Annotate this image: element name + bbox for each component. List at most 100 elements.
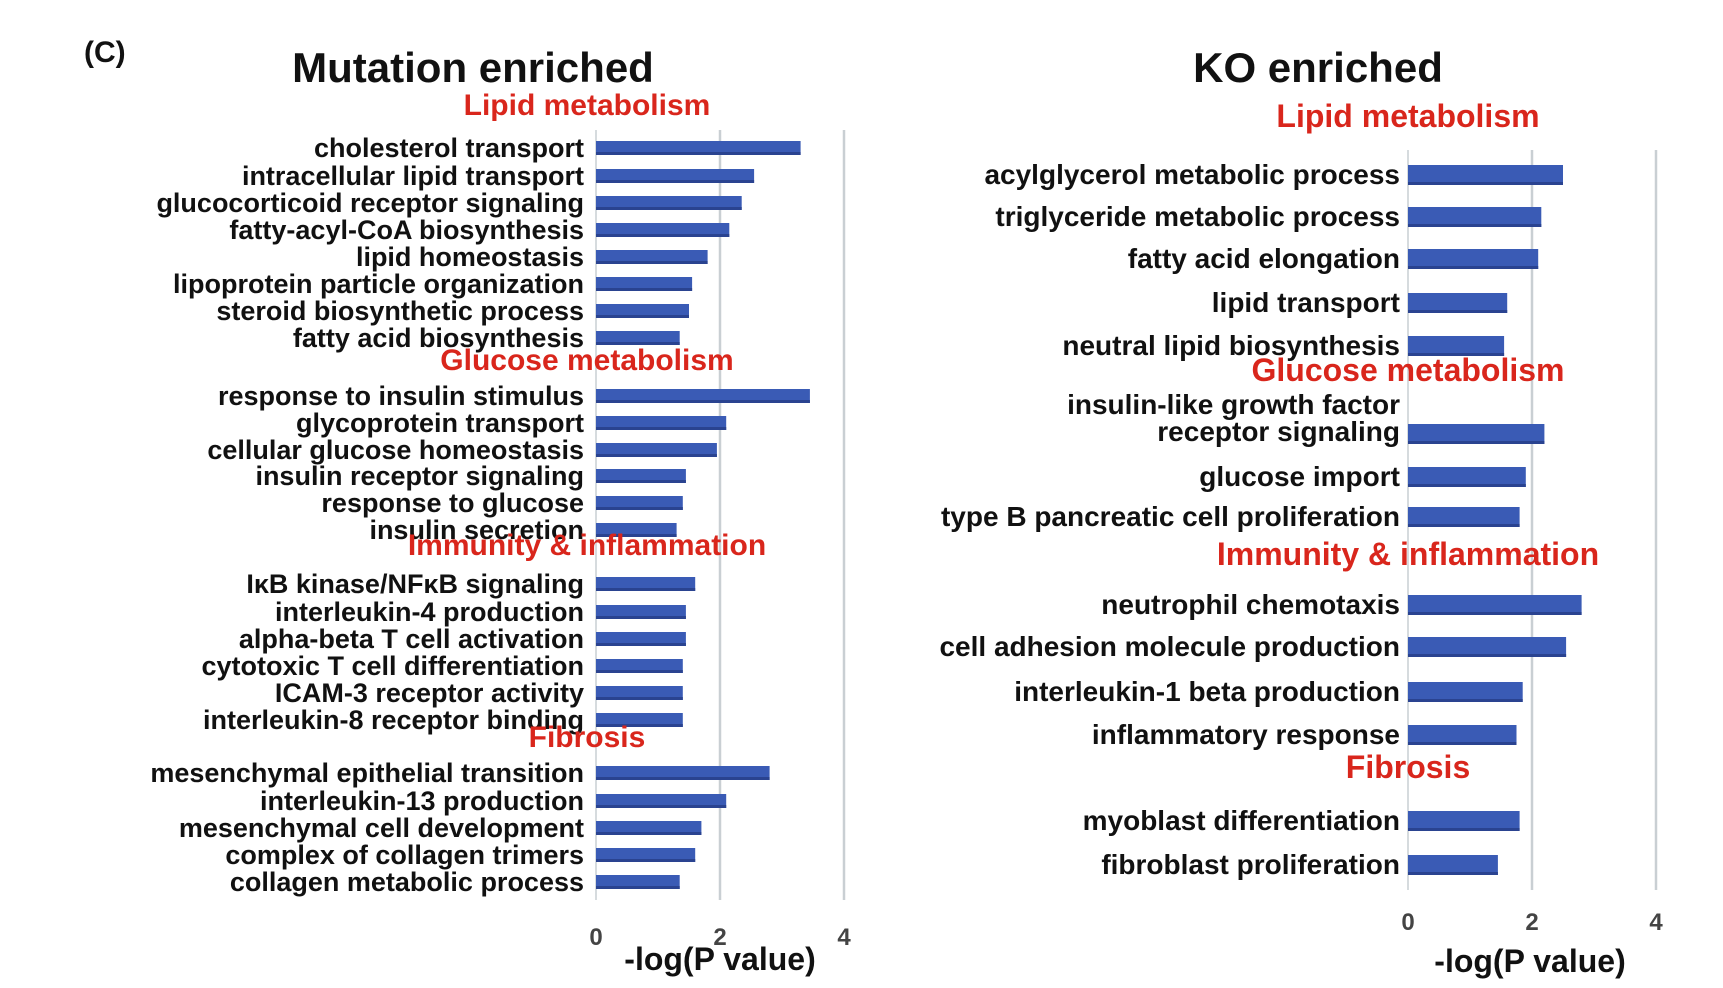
bar bbox=[1408, 207, 1542, 227]
bar-label: mesenchymal epithelial transition bbox=[150, 758, 584, 788]
x-tick-label: 4 bbox=[837, 924, 851, 951]
bar-label: type B pancreatic cell proliferation bbox=[941, 501, 1400, 532]
bar-label: cell adhesion molecule production bbox=[939, 631, 1400, 662]
category-heading: Immunity & inflammation bbox=[408, 529, 766, 562]
category-heading: Fibrosis bbox=[529, 721, 646, 754]
x-tick-label: 2 bbox=[1525, 909, 1538, 936]
bar-shadow bbox=[596, 427, 727, 430]
bar bbox=[596, 659, 683, 673]
bar-label: response to glucose bbox=[321, 488, 584, 518]
bar-shadow bbox=[596, 588, 696, 591]
bar-shadow bbox=[1408, 182, 1563, 185]
x-axis-label: -log(P value) bbox=[624, 941, 815, 977]
bar-shadow bbox=[596, 670, 683, 673]
bar-shadow bbox=[1408, 699, 1523, 702]
x-axis-label: -log(P value) bbox=[1434, 943, 1625, 979]
bar bbox=[596, 331, 680, 345]
bar-label: triglyceride metabolic process bbox=[995, 201, 1400, 232]
bar-shadow bbox=[1408, 612, 1582, 615]
bar-label: fibroblast proliferation bbox=[1101, 849, 1400, 880]
bar-label: glycoprotein transport bbox=[296, 408, 584, 438]
bar-shadow bbox=[596, 859, 696, 862]
category-heading: Lipid metabolism bbox=[1276, 98, 1539, 134]
bar-shadow bbox=[1408, 310, 1508, 313]
bar-shadow bbox=[1408, 524, 1520, 527]
category-heading: Lipid metabolism bbox=[464, 89, 711, 122]
category-heading: Glucose metabolism bbox=[440, 344, 733, 377]
bar-label: interleukin-1 beta production bbox=[1014, 676, 1400, 707]
mutation-enriched-chart: Mutation enriched 0 2 4 -log(P value) Lipid m… bbox=[150, 44, 851, 977]
bar bbox=[1408, 293, 1508, 313]
bar-label: complex of collagen trimers bbox=[225, 840, 584, 870]
bar bbox=[596, 821, 702, 835]
bar bbox=[596, 577, 696, 591]
bar bbox=[596, 469, 686, 483]
bar bbox=[596, 304, 689, 318]
bar-label: interleukin-4 production bbox=[275, 597, 584, 627]
category-heading: Glucose metabolism bbox=[1252, 352, 1565, 388]
x-tick-label: 4 bbox=[1649, 909, 1663, 936]
bar-shadow bbox=[596, 805, 727, 808]
bar-shadow bbox=[1408, 654, 1567, 657]
bar bbox=[1408, 336, 1505, 356]
bar-shadow bbox=[1408, 441, 1545, 444]
bar-label: insulin-like growth factor receptor signa… bbox=[1067, 389, 1400, 447]
bar-label: inflammatory response bbox=[1092, 719, 1400, 750]
bar bbox=[596, 686, 683, 700]
bar-label: interleukin-8 receptor binding bbox=[203, 705, 584, 735]
chart-title: KO enriched bbox=[1193, 44, 1443, 91]
bar bbox=[1408, 637, 1567, 657]
ko-enriched-chart: KO enriched 0 2 4 -log(P value) Lipid metabol… bbox=[939, 44, 1663, 979]
bar bbox=[596, 250, 708, 264]
bar bbox=[1408, 165, 1563, 185]
bar bbox=[596, 766, 770, 780]
bar-label: fatty acid elongation bbox=[1128, 243, 1400, 274]
chart-title: Mutation enriched bbox=[292, 44, 654, 91]
bar bbox=[596, 389, 810, 403]
bar-label: neutral lipid biosynthesis bbox=[1062, 330, 1400, 361]
bar bbox=[596, 605, 686, 619]
bar-label: neutrophil chemotaxis bbox=[1101, 589, 1400, 620]
bar-shadow bbox=[1408, 266, 1539, 269]
bar bbox=[1408, 249, 1539, 269]
bar-label: steroid biosynthetic process bbox=[216, 296, 584, 326]
bar bbox=[596, 632, 686, 646]
bar-shadow bbox=[596, 886, 680, 889]
bar-label: insulin secretion bbox=[369, 515, 584, 545]
bar bbox=[1408, 682, 1523, 702]
panel-label: (C) bbox=[84, 36, 126, 69]
bar-shadow bbox=[596, 180, 755, 183]
bar bbox=[596, 794, 727, 808]
bar bbox=[596, 496, 683, 510]
bar-label: fatty acid biosynthesis bbox=[293, 323, 584, 353]
bar-label: cholesterol transport bbox=[314, 133, 584, 163]
bar bbox=[596, 416, 727, 430]
bar bbox=[596, 196, 742, 210]
bar-label: insulin receptor signaling bbox=[255, 461, 584, 491]
bar bbox=[596, 223, 730, 237]
bar-shadow bbox=[596, 777, 770, 780]
bar-shadow bbox=[1408, 224, 1542, 227]
bar-label: interleukin-13 production bbox=[260, 786, 584, 816]
bar bbox=[596, 523, 677, 537]
bar-shadow bbox=[596, 643, 686, 646]
bar-shadow bbox=[596, 832, 702, 835]
bar-shadow bbox=[1408, 484, 1526, 487]
bar-label: ICAM-3 receptor activity bbox=[275, 678, 584, 708]
bar bbox=[1408, 467, 1526, 487]
bar-shadow bbox=[596, 234, 730, 237]
bar-shadow bbox=[1408, 872, 1498, 875]
bar-shadow bbox=[1408, 828, 1520, 831]
bar bbox=[596, 443, 717, 457]
bar bbox=[596, 848, 696, 862]
bar-shadow bbox=[596, 342, 680, 345]
x-tick-label: 2 bbox=[713, 924, 726, 951]
bar-shadow bbox=[1408, 742, 1517, 745]
bar-label: glucocorticoid receptor signaling bbox=[156, 188, 584, 218]
bar-shadow bbox=[596, 261, 708, 264]
bar-shadow bbox=[596, 454, 717, 457]
bar-shadow bbox=[596, 697, 683, 700]
bar-label: fatty-acyl-CoA biosynthesis bbox=[229, 215, 584, 245]
bar-shadow bbox=[596, 724, 683, 727]
bar-shadow bbox=[596, 400, 810, 403]
